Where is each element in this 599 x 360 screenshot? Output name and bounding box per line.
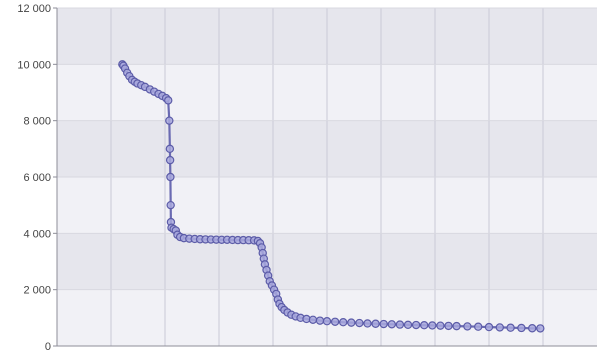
data-point (452, 321, 461, 331)
data-point (347, 318, 356, 327)
data-point (395, 320, 405, 329)
data-point (339, 317, 348, 327)
data-point (463, 322, 472, 331)
data-point (436, 321, 445, 330)
y-axis-ticks: 0 2 000 4 000 6 000 8 000 10 000 12 000 (17, 3, 57, 353)
data-point (420, 321, 429, 330)
data-point (322, 317, 332, 326)
data-point (355, 318, 364, 328)
data-point (330, 317, 340, 326)
data-point (411, 320, 421, 330)
data-point (403, 320, 413, 330)
y-tick-label: 10 000 (17, 59, 51, 71)
data-point (166, 172, 175, 182)
data-point (371, 319, 380, 328)
data-point (474, 322, 483, 331)
data-point (428, 321, 437, 330)
data-point (363, 319, 372, 328)
y-tick-label: 6 000 (23, 172, 51, 184)
y-tick-label: 0 (45, 341, 51, 353)
data-point (495, 323, 504, 332)
data-point (308, 315, 318, 325)
data-point (315, 316, 325, 325)
series-points (118, 60, 545, 333)
data-point (506, 323, 515, 332)
data-point (165, 144, 175, 154)
data-point (444, 321, 453, 331)
data-point (165, 155, 175, 165)
y-tick-label: 8 000 (23, 116, 51, 128)
data-point (484, 322, 494, 332)
data-point (166, 200, 175, 210)
y-tick-label: 4 000 (23, 228, 51, 240)
horizontal-gridlines (57, 7, 597, 291)
data-point (536, 324, 545, 333)
data-point (387, 320, 396, 329)
y-tick-label: 12 000 (17, 3, 51, 15)
data-point (164, 96, 173, 105)
data-point (379, 319, 388, 329)
y-tick-label: 2 000 (23, 285, 51, 297)
data-point (165, 116, 174, 125)
data-point (528, 324, 537, 333)
data-point (517, 323, 526, 333)
